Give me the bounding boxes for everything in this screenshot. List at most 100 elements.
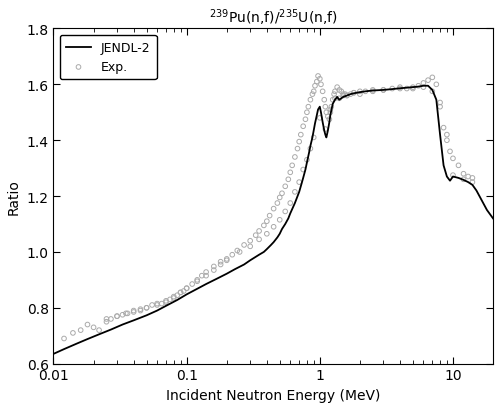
Exp.	[320, 97, 328, 104]
Exp.	[316, 76, 324, 83]
Exp.	[170, 294, 177, 300]
Exp.	[255, 236, 263, 243]
Line: JENDL-2: JENDL-2	[54, 87, 493, 354]
Exp.	[193, 277, 201, 283]
Exp.	[396, 86, 404, 92]
Exp.	[331, 96, 339, 102]
Exp.	[420, 85, 428, 91]
Exp.	[303, 157, 311, 164]
Exp.	[316, 115, 324, 122]
Exp.	[234, 247, 241, 254]
Title: $^{239}$Pu(n,f)/$^{235}$U(n,f): $^{239}$Pu(n,f)/$^{235}$U(n,f)	[209, 7, 338, 27]
Exp.	[380, 88, 388, 94]
Exp.	[176, 290, 184, 296]
Exp.	[284, 177, 292, 183]
Exp.	[266, 213, 274, 219]
JENDL-2	[74, 341, 80, 346]
Exp.	[396, 85, 404, 91]
Exp.	[295, 180, 303, 186]
JENDL-2	[490, 216, 496, 221]
JENDL-2	[312, 122, 318, 127]
Exp.	[255, 228, 263, 235]
JENDL-2	[96, 332, 102, 337]
Exp.	[84, 321, 92, 328]
Exp.	[346, 92, 354, 98]
Exp.	[409, 86, 417, 92]
Exp.	[299, 124, 307, 130]
Exp.	[324, 114, 332, 121]
Exp.	[76, 327, 84, 334]
Exp.	[336, 88, 344, 94]
Exp.	[403, 86, 411, 92]
Exp.	[173, 292, 181, 299]
Exp.	[322, 126, 330, 133]
Exp.	[252, 232, 260, 239]
Exp.	[308, 92, 316, 98]
Exp.	[326, 117, 334, 123]
Exp.	[216, 262, 224, 268]
X-axis label: Incident Neutron Energy (MeV): Incident Neutron Energy (MeV)	[166, 388, 380, 402]
Exp.	[317, 82, 325, 88]
Exp.	[286, 200, 294, 207]
Exp.	[95, 327, 103, 334]
Exp.	[236, 249, 244, 256]
Exp.	[136, 308, 144, 314]
Exp.	[276, 195, 283, 201]
Exp.	[291, 154, 299, 161]
Exp.	[468, 180, 476, 186]
Exp.	[443, 132, 451, 139]
Exp.	[198, 273, 206, 279]
Exp.	[294, 146, 302, 153]
Exp.	[222, 257, 230, 264]
Exp.	[288, 163, 296, 169]
Legend: JENDL-2, Exp.: JENDL-2, Exp.	[60, 36, 157, 80]
Exp.	[113, 313, 121, 320]
Exp.	[322, 104, 330, 111]
Exp.	[340, 92, 347, 98]
Exp.	[409, 85, 417, 91]
Exp.	[356, 89, 364, 95]
Exp.	[130, 309, 138, 315]
Exp.	[311, 83, 319, 90]
Exp.	[302, 117, 310, 123]
Exp.	[162, 298, 170, 304]
Exp.	[340, 93, 347, 99]
Exp.	[350, 90, 358, 97]
Exp.	[343, 93, 351, 99]
Exp.	[246, 238, 254, 245]
Exp.	[454, 163, 462, 169]
Exp.	[281, 184, 289, 190]
Exp.	[446, 149, 454, 155]
Exp.	[153, 302, 161, 308]
Exp.	[182, 285, 190, 292]
Exp.	[291, 189, 299, 196]
Exp.	[295, 139, 303, 146]
Exp.	[299, 167, 307, 173]
Exp.	[158, 301, 166, 307]
Exp.	[464, 174, 472, 180]
Exp.	[443, 137, 451, 144]
Exp.	[270, 206, 278, 212]
JENDL-2	[390, 88, 396, 92]
Exp.	[306, 97, 314, 104]
Exp.	[369, 88, 377, 94]
Exp.	[113, 313, 121, 320]
Exp.	[350, 90, 358, 97]
Exp.	[286, 170, 294, 176]
Exp.	[449, 156, 457, 162]
Exp.	[148, 302, 156, 308]
Exp.	[428, 75, 436, 81]
Exp.	[326, 107, 334, 113]
Exp.	[240, 242, 248, 249]
Exp.	[333, 85, 341, 91]
Exp.	[166, 297, 174, 303]
Exp.	[69, 330, 77, 336]
Y-axis label: Ratio: Ratio	[7, 179, 21, 214]
Exp.	[210, 263, 218, 270]
Exp.	[188, 281, 196, 288]
Exp.	[90, 324, 98, 331]
Exp.	[326, 110, 334, 116]
Exp.	[202, 273, 210, 279]
Exp.	[362, 89, 370, 95]
Exp.	[424, 78, 432, 84]
